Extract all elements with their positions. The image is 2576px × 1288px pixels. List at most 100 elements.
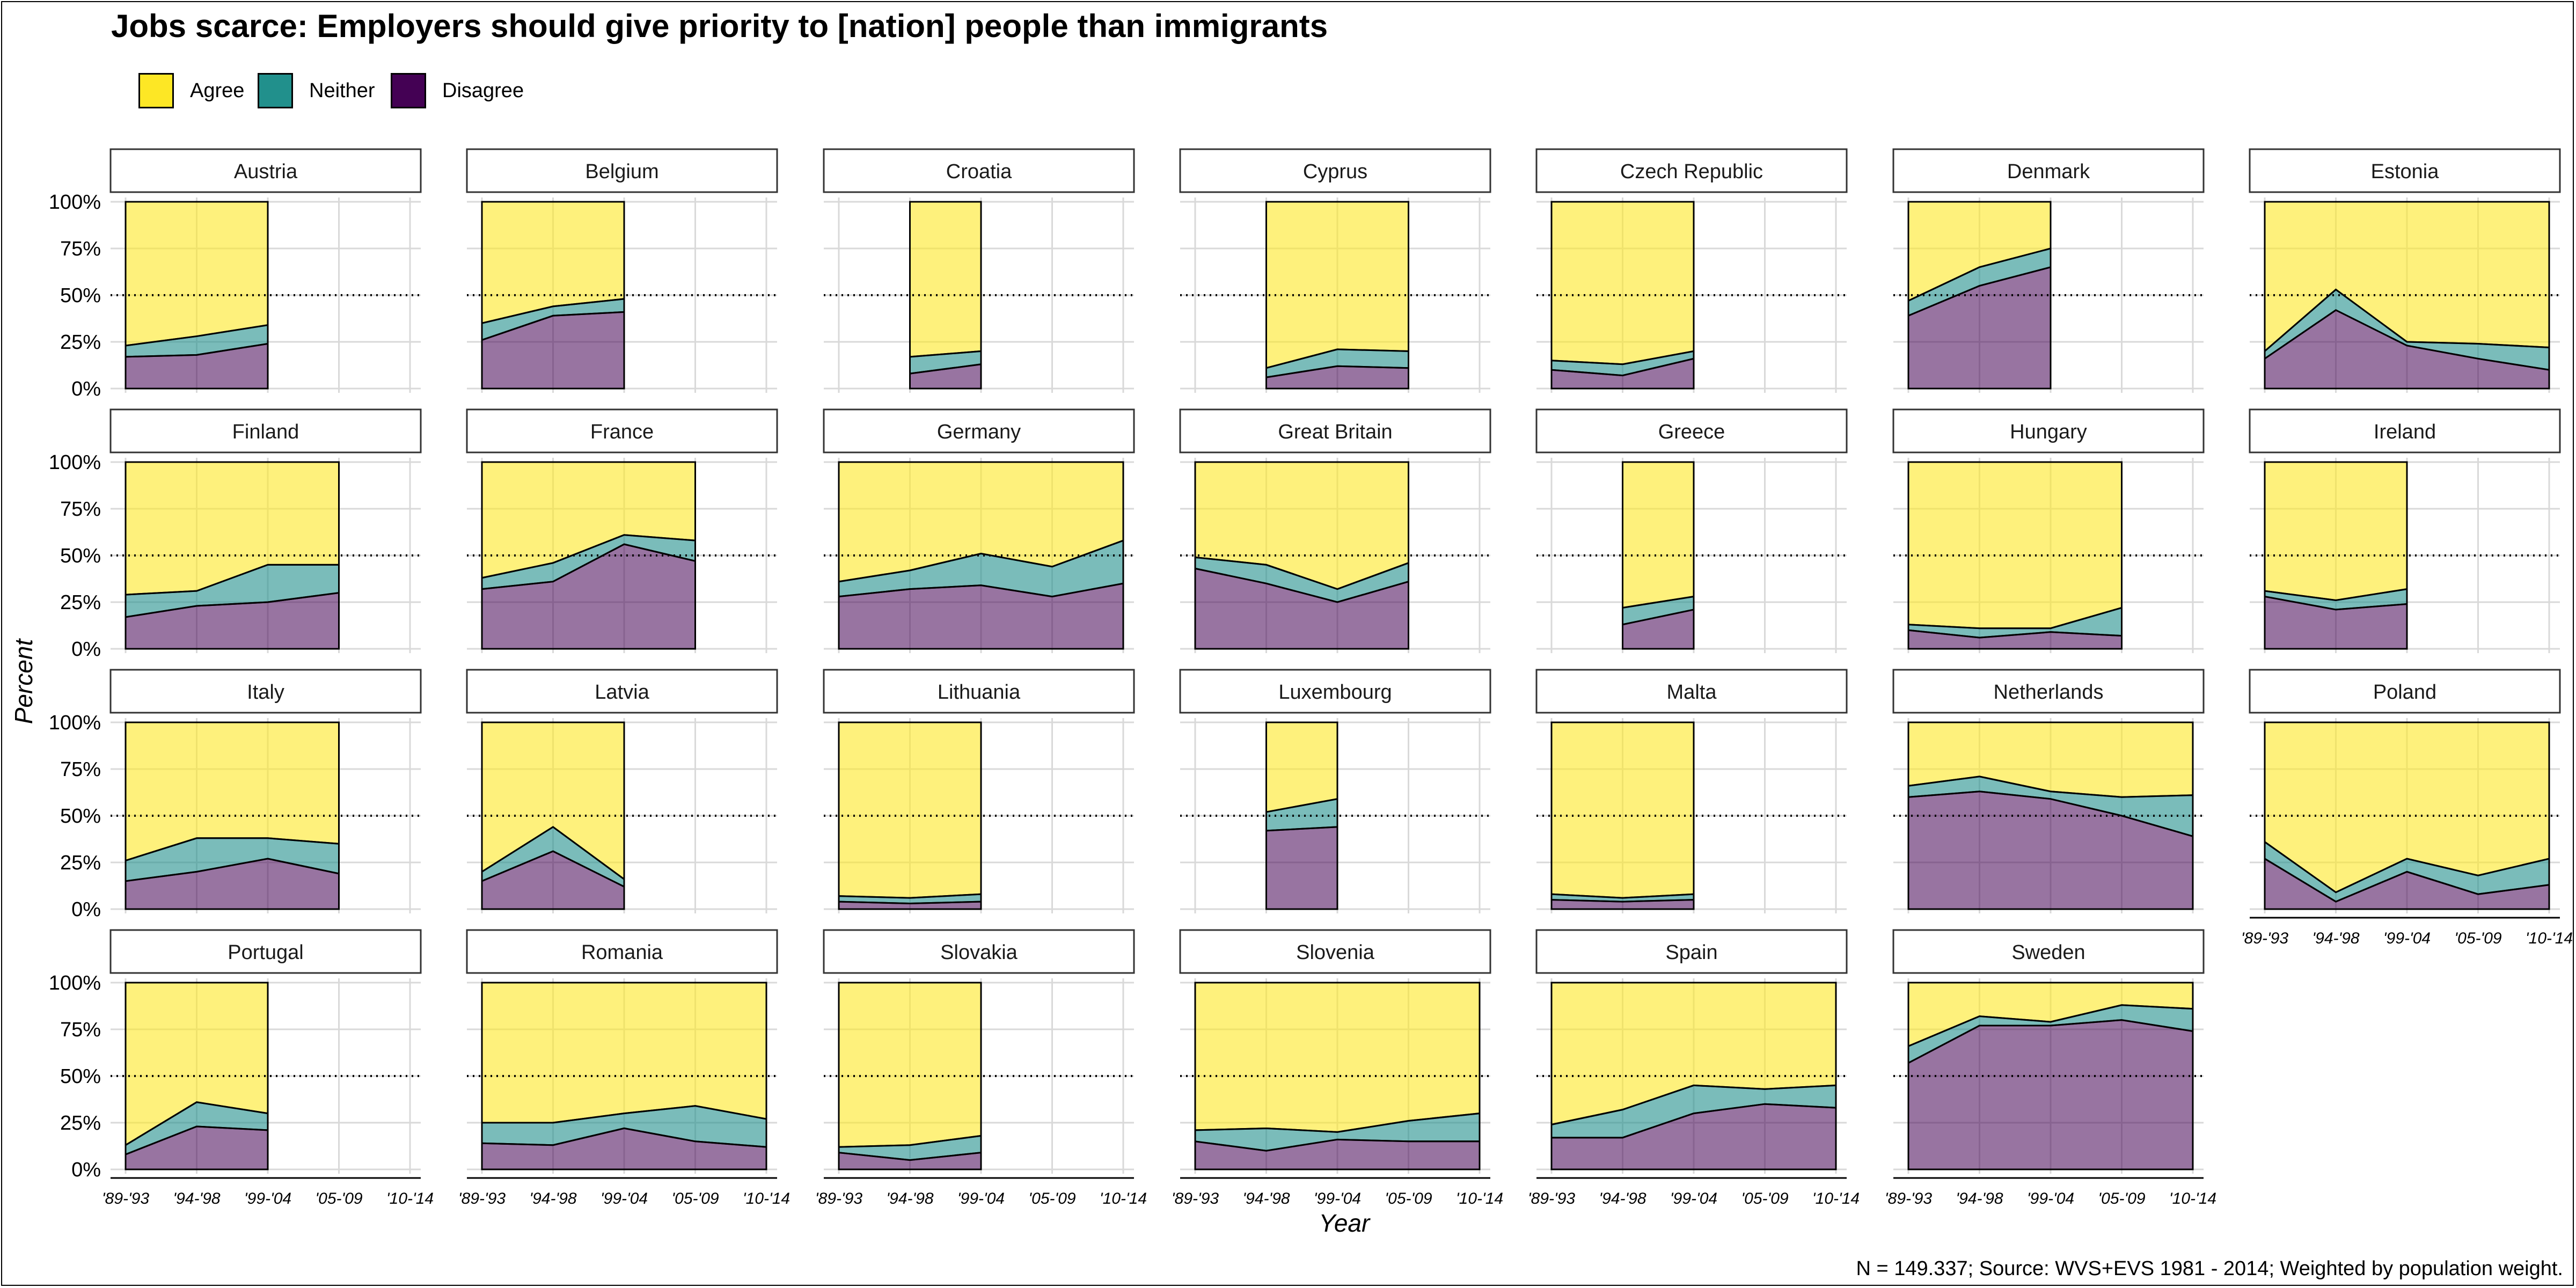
y-tick-label: 25% (60, 1112, 101, 1135)
x-tick-label: '94-'98 (1599, 1190, 1646, 1208)
panel-poland: Poland '89-'93 '94-'98 '99-'04 '05-'09 '10-'1… (2241, 669, 2573, 947)
area-disagree-great-britain (1194, 567, 1409, 650)
y-tick-label: 100% (49, 712, 101, 734)
panel-austria: Austria 0% 25% 50% 75% 100% (49, 148, 422, 400)
strip-luxembourg (1179, 669, 1491, 714)
x-tick-label: '99-'04 (1670, 1190, 1717, 1208)
area-disagree-lithuania (838, 901, 982, 910)
strip-label-italy: Italy (247, 681, 284, 704)
strip-label-czech-republic: Czech Republic (1620, 160, 1763, 183)
panel-czech-republic: Czech Republic (1535, 148, 1848, 393)
strip-label-portugal: Portugal (228, 941, 304, 964)
panel-cyprus: Cyprus (1179, 148, 1491, 393)
area-agree-romania (481, 982, 767, 1124)
strip-lithuania (823, 669, 1135, 714)
y-tick-label: 50% (60, 284, 101, 307)
panel-latvia: Latvia (466, 669, 778, 913)
area-disagree-denmark (1907, 266, 2052, 390)
strip-denmark (1892, 148, 2205, 193)
area-disagree-latvia (481, 850, 625, 910)
strip-croatia (823, 148, 1135, 193)
strip-label-croatia: Croatia (946, 160, 1012, 183)
area-disagree-belgium (481, 311, 625, 390)
y-tick-label: 75% (60, 238, 101, 260)
strip-label-luxembourg: Luxembourg (1278, 681, 1392, 704)
x-tick-label: '94-'98 (1242, 1190, 1290, 1208)
x-tick-label: '99-'04 (244, 1190, 291, 1208)
area-disagree-austria (125, 342, 269, 390)
area-disagree-sweden (1907, 1019, 2194, 1170)
panel-netherlands: Netherlands (1892, 669, 2205, 913)
x-tick-label: '05-'09 (2098, 1190, 2145, 1208)
legend-key-agree (138, 73, 174, 108)
x-tick-label: '99-'04 (601, 1190, 648, 1208)
area-agree-slovenia (1194, 982, 1481, 1133)
area-disagree-croatia (909, 363, 982, 390)
strip-austria (109, 148, 422, 193)
x-tick-label: '94-'98 (2312, 930, 2359, 947)
strip-label-finland: Finland (232, 421, 299, 443)
strip-germany (823, 408, 1135, 453)
strip-italy (109, 669, 422, 714)
panel-croatia: Croatia (823, 148, 1135, 393)
strip-label-sweden: Sweden (2011, 941, 2085, 964)
area-disagree-cyprus (1265, 365, 1409, 390)
strip-label-romania: Romania (581, 941, 663, 964)
area-agree-hungary (1907, 461, 2123, 630)
strip-romania (466, 929, 778, 974)
x-tick-label: '89-'93 (1885, 1190, 1932, 1208)
area-agree-greece (1622, 461, 1695, 609)
strip-label-france: France (590, 421, 654, 443)
area-agree-ireland (2264, 461, 2408, 602)
x-tick-label: '10-'14 (743, 1190, 790, 1208)
x-tick-label: '89-'93 (2241, 930, 2288, 947)
y-tick-label: 25% (60, 591, 101, 614)
strip-label-slovakia: Slovakia (940, 941, 1018, 964)
strip-label-lithuania: Lithuania (938, 681, 1021, 704)
x-tick-label: '05-'09 (671, 1190, 719, 1208)
strip-belgium (466, 148, 778, 193)
panel-italy: Italy 0% 25% 50% 75% 100% (49, 669, 422, 921)
area-disagree-slovakia (838, 1152, 982, 1170)
strip-france (466, 408, 778, 453)
x-tick-label: '99-'04 (2383, 930, 2431, 947)
area-disagree-finland (125, 591, 340, 650)
area-disagree-romania (481, 1127, 767, 1170)
strip-hungary (1892, 408, 2205, 453)
strip-estonia (2249, 148, 2561, 193)
strip-slovenia (1179, 929, 1491, 974)
legend-label-neither: Neither (309, 79, 375, 102)
panel-estonia: Estonia (2249, 148, 2561, 393)
y-tick-label: 75% (60, 498, 101, 521)
area-agree-czech-republic (1550, 201, 1695, 365)
strip-label-spain: Spain (1665, 941, 1717, 964)
strip-label-great-britain: Great Britain (1278, 421, 1392, 443)
x-tick-label: '05-'09 (2454, 930, 2501, 947)
area-disagree-italy (125, 858, 340, 910)
strip-slovakia (823, 929, 1135, 974)
x-tick-label: '99-'04 (1314, 1190, 1361, 1208)
y-tick-label: 0% (71, 378, 101, 400)
area-disagree-germany (838, 582, 1124, 650)
panel-finland: Finland 0% 25% 50% 75% 100% (49, 408, 422, 661)
strip-label-latvia: Latvia (595, 681, 649, 704)
x-tick-label: '10-'14 (2169, 1190, 2216, 1208)
area-disagree-ireland (2264, 595, 2408, 650)
strip-label-hungary: Hungary (2010, 421, 2087, 443)
area-agree-cyprus (1265, 201, 1409, 369)
panel-france: France (466, 408, 778, 653)
area-disagree-greece (1622, 609, 1695, 650)
strip-label-estonia: Estonia (2371, 160, 2440, 183)
panel-slovakia: Slovakia '89-'93 '94-'98 '99-'04 '05-'09 '10-… (815, 929, 1147, 1208)
strip-label-belgium: Belgium (585, 160, 658, 183)
panel-malta: Malta (1535, 669, 1848, 913)
area-agree-luxembourg (1265, 721, 1338, 813)
strip-label-cyprus: Cyprus (1303, 160, 1367, 183)
x-tick-label: '89-'93 (102, 1190, 149, 1208)
x-tick-label: '94-'98 (173, 1190, 220, 1208)
y-tick-label: 25% (60, 331, 101, 354)
strip-label-greece: Greece (1658, 421, 1725, 443)
panel-sweden: Sweden '89-'93 '94-'98 '99-'04 '05-'09 '10-'1… (1885, 929, 2216, 1208)
strip-netherlands (1892, 669, 2205, 714)
x-tick-label: '99-'04 (2027, 1190, 2074, 1208)
